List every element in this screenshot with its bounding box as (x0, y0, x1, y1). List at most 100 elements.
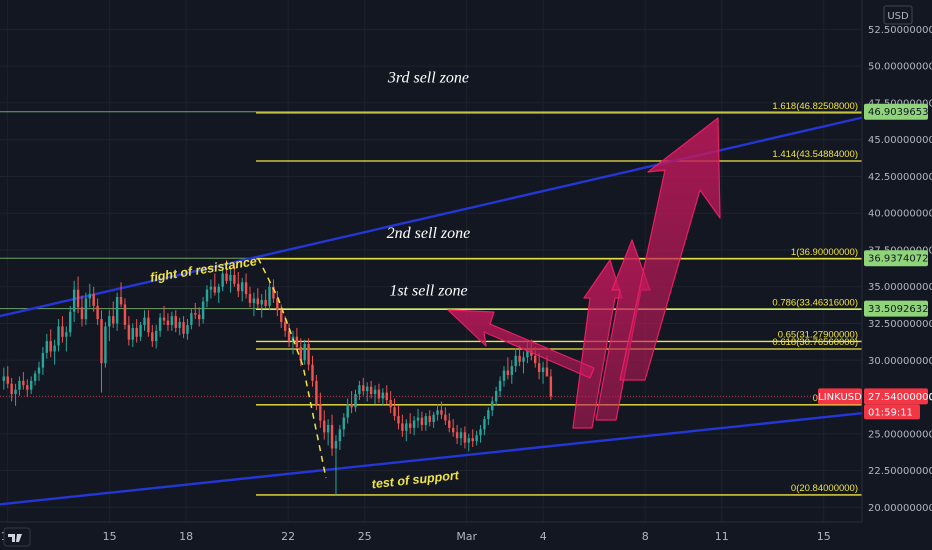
candle-body (10, 383, 13, 395)
candle-body (444, 414, 447, 421)
candle-body (104, 326, 107, 364)
time-axis[interactable]: 1115182225Mar481115 (0, 521, 862, 550)
time-tick-label: 15 (103, 530, 117, 543)
candle-body (377, 389, 381, 399)
candle-body (264, 299, 267, 306)
candle-body (100, 319, 103, 364)
candle-body (237, 283, 240, 292)
candle-body (61, 326, 64, 337)
countdown-text: 01:59:11 (868, 407, 913, 418)
candle-body (299, 347, 303, 361)
candle-body (162, 317, 166, 321)
candle-body (166, 320, 170, 325)
candle-body (436, 410, 439, 415)
candle-body (240, 282, 244, 292)
pullback-arrow (447, 309, 595, 379)
candle-body (307, 344, 310, 365)
time-tick-label: 22 (281, 530, 295, 543)
candle-body (127, 324, 131, 340)
time-tick-label: 15 (817, 530, 831, 543)
candle-body (143, 317, 146, 325)
candle-body (510, 366, 514, 375)
candle-body (147, 317, 150, 333)
candle-body (194, 313, 197, 315)
bullish-arrows (447, 117, 721, 429)
candle-body (14, 389, 17, 395)
time-tick-label: 18 (179, 530, 193, 543)
candle-body (326, 424, 330, 433)
candle-body (514, 355, 517, 367)
candle-body (346, 404, 349, 418)
candle-body (41, 352, 45, 368)
medium-up-arrow (595, 239, 651, 421)
candle-body (537, 363, 541, 373)
candle-body (170, 316, 174, 325)
candle-body (186, 324, 189, 334)
candle-body (112, 316, 115, 324)
candle-body (522, 357, 525, 362)
candle-body (358, 385, 361, 395)
candle-body (451, 427, 455, 433)
time-axis-bg (0, 522, 862, 550)
annotation-text: 1st sell zone (389, 283, 467, 300)
candle-body (65, 332, 68, 337)
currency-label[interactable]: USD (883, 5, 913, 25)
tradingview-logo[interactable] (3, 527, 31, 547)
candle-body (72, 289, 76, 312)
candle-body (57, 326, 60, 346)
candle-body (45, 341, 49, 353)
price-tick-label: 32.50000000 (868, 319, 932, 330)
symbol-tag: LINKUSD (818, 388, 862, 405)
candle-body (287, 330, 291, 342)
price-axis[interactable]: 20.0000000022.5000000025.0000000027.5000… (861, 0, 932, 550)
countdown-tag-bg (864, 404, 920, 420)
candle-body (342, 417, 345, 430)
candle-body (518, 355, 521, 362)
candle-body (311, 364, 314, 381)
candle-body (248, 294, 252, 303)
candle-body (92, 294, 95, 306)
channel-support-line (0, 411, 863, 506)
candle-body (225, 273, 228, 281)
candle-body (268, 286, 271, 306)
candle-body (174, 316, 177, 328)
candle-body (405, 423, 408, 431)
price-tick-label: 20.00000000 (868, 503, 932, 514)
candle-body (338, 429, 342, 442)
candle-body (233, 274, 236, 284)
price-tick-label: 52.50000000 (868, 25, 932, 36)
candle-body (26, 385, 29, 390)
price-tick-label: 50.00000000 (868, 62, 932, 73)
candle-body (459, 432, 463, 439)
fib-level-label: 1(36.90000000) (791, 247, 858, 258)
candle-body (475, 435, 478, 442)
candle-body (22, 380, 25, 386)
candle-body (467, 438, 471, 443)
candle-body (29, 380, 33, 390)
currency-text: USD (887, 11, 909, 22)
candle-body (545, 367, 549, 377)
candle-body (330, 424, 334, 449)
candle-body (6, 376, 9, 384)
annotation-text: 3rd sell zone (387, 69, 469, 86)
price-tag-bg (864, 103, 928, 120)
candlestick-series (2, 260, 553, 495)
candle-body (197, 314, 201, 320)
candle-body (151, 332, 154, 342)
candle-body (252, 298, 256, 303)
candle-body (502, 370, 506, 381)
candle-body (256, 298, 260, 305)
candle-body (389, 399, 392, 408)
price-tick-label: 25.00000000 (868, 429, 932, 440)
price-tag-text: 33.50926327 (868, 304, 932, 315)
candle-body (373, 389, 377, 395)
crash-projection-line (257, 257, 327, 479)
candle-body (280, 310, 283, 323)
price-tag-text: 46.90396539 (868, 107, 932, 118)
candle-body (534, 355, 537, 364)
candle-body (432, 414, 435, 423)
time-tick-label: 11 (715, 530, 729, 543)
fib-level-label: 1.618(46.82508000) (772, 101, 858, 112)
candle-body (53, 345, 56, 352)
